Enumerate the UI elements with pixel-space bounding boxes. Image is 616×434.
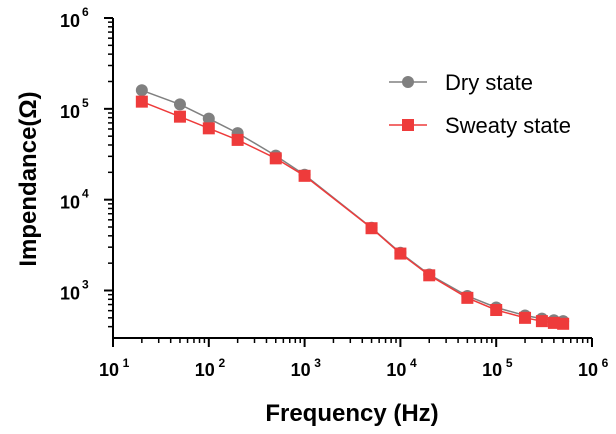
x-tick-exponent: 3 bbox=[314, 356, 321, 370]
y-axis-title: Impendance(Ω) bbox=[15, 91, 42, 266]
tick-labels: 10 1 10 2 10 3 10 4 10 5 10 610 310 410 510 6 bbox=[60, 5, 609, 380]
data-point-square bbox=[461, 291, 474, 304]
x-tick-label: 10 bbox=[386, 360, 406, 380]
data-series bbox=[135, 84, 570, 330]
y-tick-exponent: 3 bbox=[82, 278, 89, 292]
legend-label: Dry state bbox=[445, 70, 533, 95]
x-tick-label: 10 bbox=[291, 360, 311, 380]
x-tick-exponent: 4 bbox=[410, 356, 417, 370]
x-tick-label: 10 bbox=[195, 360, 215, 380]
x-tick-exponent: 6 bbox=[602, 356, 609, 370]
x-tick-label: 10 bbox=[482, 360, 502, 380]
data-point-square bbox=[298, 169, 311, 182]
data-point-square bbox=[535, 315, 548, 328]
data-point-square bbox=[365, 222, 378, 235]
x-tick-label: 10 bbox=[578, 360, 598, 380]
y-tick-exponent: 4 bbox=[82, 187, 89, 201]
x-tick-exponent: 2 bbox=[218, 356, 225, 370]
legend-marker-square bbox=[402, 119, 414, 131]
y-tick-label: 10 bbox=[60, 193, 80, 213]
x-axis-title: Frequency (Hz) bbox=[265, 400, 438, 427]
data-point-circle bbox=[202, 112, 215, 125]
x-tick-label: 10 bbox=[99, 360, 119, 380]
y-tick-exponent: 5 bbox=[82, 96, 89, 110]
data-point-square bbox=[519, 311, 532, 324]
legend: Dry state Sweaty state bbox=[389, 70, 571, 138]
y-tick-label: 10 bbox=[60, 102, 80, 122]
data-point-square bbox=[202, 122, 215, 135]
y-tick-label: 10 bbox=[60, 11, 80, 31]
data-point-square bbox=[231, 133, 244, 146]
x-tick-exponent: 1 bbox=[123, 356, 130, 370]
data-point-square bbox=[423, 269, 436, 282]
y-tick-label: 10 bbox=[60, 284, 80, 304]
data-point-square bbox=[173, 110, 186, 123]
data-point-square bbox=[269, 152, 282, 165]
data-point-square bbox=[490, 304, 503, 317]
legend-marker-circle bbox=[402, 76, 414, 88]
legend-label: Sweaty state bbox=[445, 113, 571, 138]
data-point-square bbox=[557, 317, 570, 330]
data-point-square bbox=[394, 247, 407, 260]
x-tick-exponent: 5 bbox=[506, 356, 513, 370]
data-point-circle bbox=[173, 98, 186, 111]
data-point-circle bbox=[135, 84, 148, 97]
data-point-square bbox=[547, 316, 560, 329]
axes bbox=[104, 17, 593, 347]
y-tick-exponent: 6 bbox=[82, 5, 89, 19]
data-point-square bbox=[135, 95, 148, 108]
